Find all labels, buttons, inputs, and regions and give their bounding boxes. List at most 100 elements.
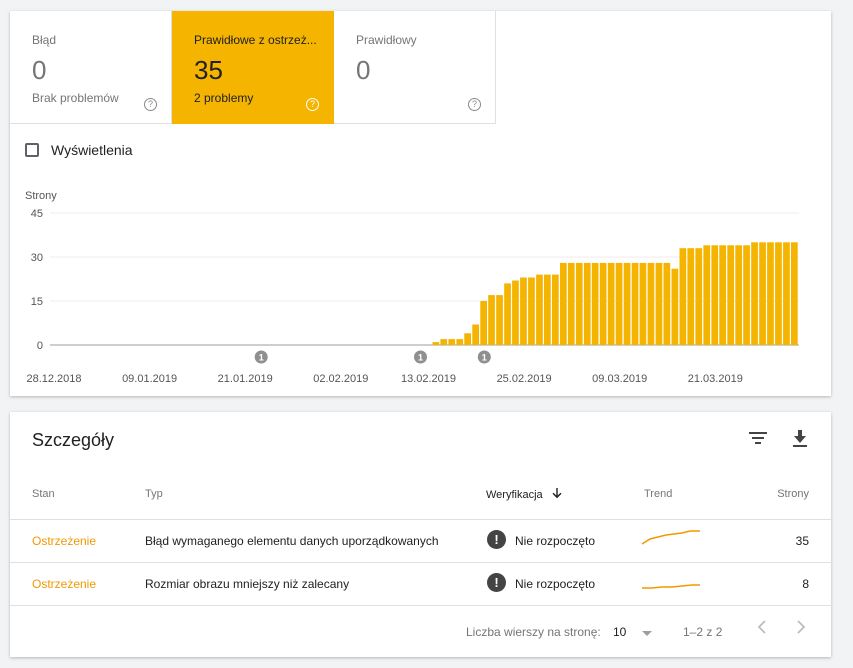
chevron-left-icon (757, 620, 766, 634)
chart-bar (496, 295, 503, 345)
column-verification[interactable]: Weryfikacja (486, 488, 562, 501)
table-row[interactable]: Ostrzeżenie Błąd wymaganego elementu dan… (10, 519, 831, 563)
chart-bar (719, 245, 726, 345)
sort-arrow-down-icon (552, 488, 562, 499)
help-icon[interactable]: ? (468, 98, 481, 111)
column-verification-label: Weryfikacja (486, 489, 543, 501)
tile-error-sub: Brak problemów (32, 91, 119, 105)
chart-bar (783, 242, 790, 345)
impressions-label: Wyświetlenia (51, 142, 133, 158)
chart-bar (560, 262, 567, 345)
chart-bar (695, 248, 703, 345)
table-row[interactable]: Ostrzeżenie Rozmiar obrazu mniejszy niż … (10, 562, 831, 606)
trend-sparkline (642, 584, 700, 589)
chart-bar (552, 274, 559, 345)
details-title: Szczegóły (32, 430, 115, 450)
pagination: Liczba wierszy na stronę: 10 1–2 z 2 (10, 605, 831, 658)
row-type: Błąd wymaganego elementu danych uporządk… (145, 534, 439, 548)
details-card: Szczegóły Stan Typ Weryfikacja Trend Str… (10, 412, 831, 657)
help-icon[interactable]: ? (306, 98, 319, 111)
chart-bar (591, 262, 599, 345)
filter-icon[interactable] (746, 426, 770, 450)
chart-bar (488, 295, 495, 345)
chart-bar (544, 274, 551, 345)
chart-bar (687, 248, 695, 345)
tile-error-count: 0 (32, 55, 47, 85)
chart-bar (472, 324, 479, 345)
tile-valid-label: Prawidłowy (356, 33, 417, 47)
chart-bar (703, 245, 711, 345)
tile-error[interactable]: Błąd 0 Brak problemów ? (10, 11, 172, 124)
row-type: Rozmiar obrazu mniejszy niż zalecany (145, 577, 350, 591)
chart-bar (536, 274, 543, 345)
tile-error-label: Błąd (32, 33, 57, 47)
chart-bar (639, 262, 647, 345)
pages-chart: Strony 45 30 15 0 1 1 1 28.12.2018 09.01.2019 21… (25, 190, 799, 385)
column-trend[interactable]: Trend (644, 488, 673, 500)
download-icon[interactable] (788, 426, 812, 450)
chart-bar (504, 283, 511, 345)
rows-per-page-select[interactable]: 10 (613, 625, 652, 639)
x-tick-label: 09.03.2019 (592, 373, 647, 385)
y-tick-label: 45 (31, 208, 43, 220)
chart-bar (711, 245, 719, 345)
chart-bar (440, 339, 448, 345)
help-icon[interactable]: ? (144, 98, 157, 111)
y-axis-label: Strony (25, 190, 57, 202)
chart-bar (607, 262, 615, 345)
column-status[interactable]: Stan (32, 488, 55, 500)
chart-bar (735, 245, 742, 345)
impressions-checkbox[interactable] (25, 143, 39, 157)
prev-page-button[interactable] (757, 620, 767, 637)
column-pages[interactable]: Strony (777, 488, 809, 500)
dropdown-arrow-icon (641, 631, 652, 636)
x-tick-label: 28.12.2018 (26, 373, 81, 385)
y-tick-label: 0 (37, 340, 43, 352)
chart-bar (791, 242, 798, 345)
row-status: Ostrzeżenie (32, 577, 97, 591)
x-tick-label: 09.01.2019 (122, 373, 177, 385)
tile-warnings-sub: 2 problemy (194, 91, 254, 105)
chart-bar (679, 248, 687, 345)
warning-icon: ! (487, 530, 506, 549)
chart-bar (464, 333, 471, 345)
chart-bar (727, 245, 734, 345)
rows-per-page-value: 10 (613, 625, 627, 639)
chart-bar (631, 262, 639, 345)
page-range: 1–2 z 2 (683, 625, 723, 639)
x-tick-label: 02.02.2019 (313, 373, 368, 385)
row-status: Ostrzeżenie (32, 534, 97, 548)
chart-bar (663, 262, 671, 345)
column-type[interactable]: Typ (145, 488, 163, 500)
trend-sparkline (642, 530, 700, 545)
tile-warnings-count: 35 (194, 55, 223, 85)
chart-bar (655, 262, 663, 345)
chart-bar (567, 262, 575, 345)
row-verification: Nie rozpoczęto (515, 534, 596, 548)
x-tick-label: 25.02.2019 (497, 373, 552, 385)
tile-valid[interactable]: Prawidłowy 0 ? (334, 11, 496, 124)
warning-icon: ! (487, 573, 506, 592)
chart-bar (448, 339, 456, 345)
tile-valid-with-warnings[interactable]: Prawidłowe z ostrzeż... 35 2 problemy ? (172, 11, 334, 124)
chart-bar (775, 242, 782, 345)
x-tick-label: 21.01.2019 (218, 373, 273, 385)
annotation-label: 1 (482, 353, 487, 363)
chart-bar (751, 242, 758, 345)
status-card: Błąd 0 Brak problemów ? Prawidłowe z ost… (10, 11, 831, 396)
row-verification: Nie rozpoczęto (515, 577, 596, 591)
chart-bar (575, 262, 583, 345)
chart-bar (528, 277, 535, 345)
chart-bar (647, 262, 655, 345)
chart-bar (615, 262, 623, 345)
annotation-marker (477, 350, 491, 364)
next-page-button[interactable] (796, 620, 806, 637)
chart-bar (480, 301, 487, 345)
chart-bar (512, 280, 519, 345)
impressions-toggle[interactable]: Wyświetlenia (25, 140, 133, 160)
chart-bar (759, 242, 766, 345)
x-tick-label: 13.02.2019 (401, 373, 456, 385)
row-pages: 35 (795, 534, 809, 548)
chart-bar (599, 262, 607, 345)
y-tick-label: 15 (31, 296, 43, 308)
